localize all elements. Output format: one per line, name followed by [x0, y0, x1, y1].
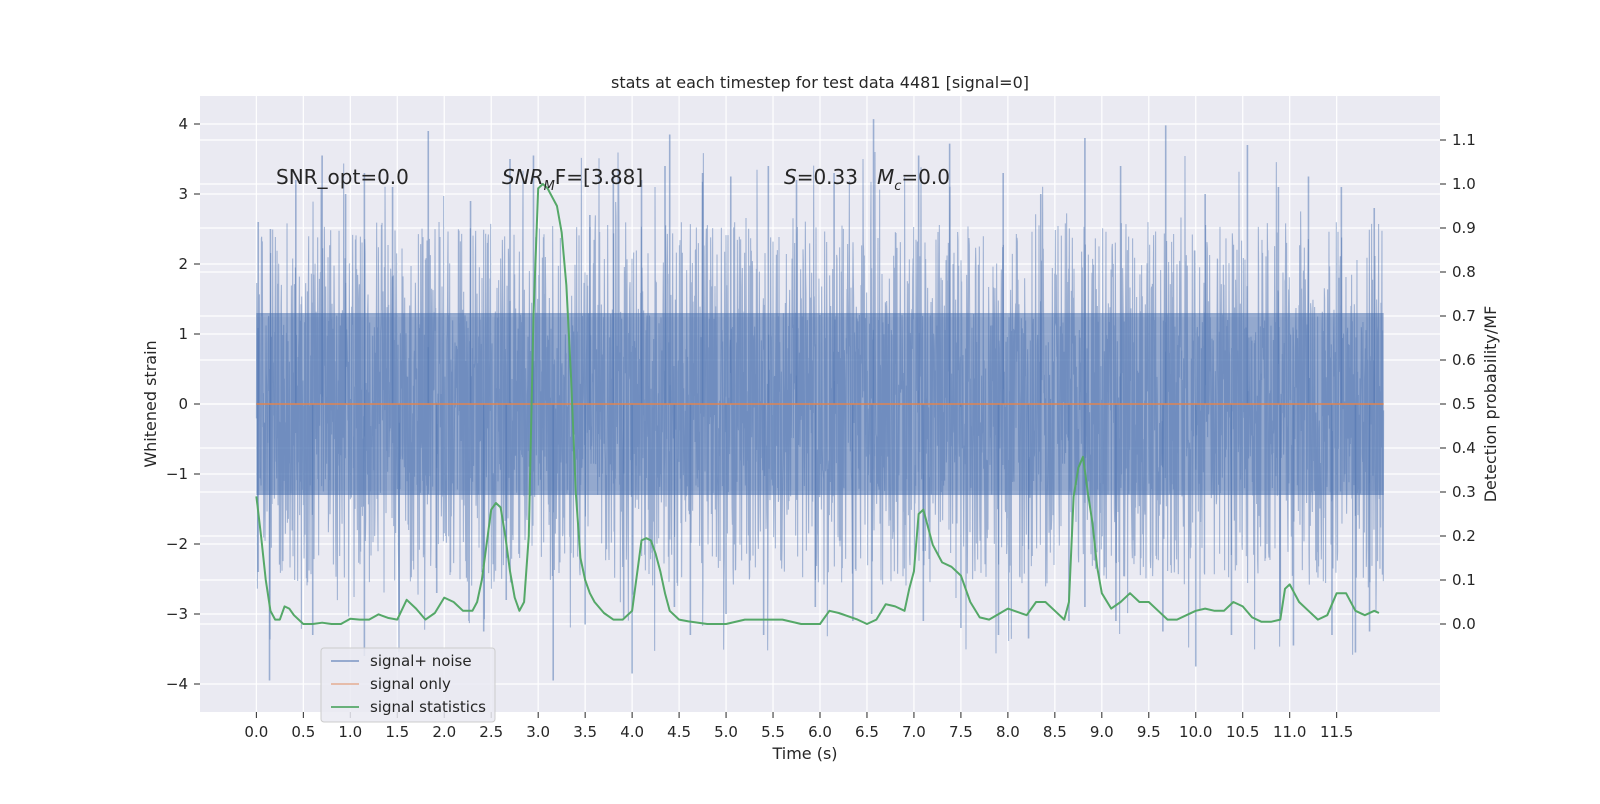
series-signal-statistics-group — [255, 183, 1380, 625]
x-tick-label: 6.5 — [855, 723, 879, 741]
y-tick-label: −1 — [166, 465, 188, 483]
annotation-mc-main: M — [877, 165, 894, 189]
x-tick-label: 8.5 — [1043, 723, 1067, 741]
annotation-snr-mf-sub: M — [544, 179, 555, 194]
y-right-tick-label: 0.2 — [1452, 527, 1476, 545]
x-tick-label: 0.5 — [291, 723, 315, 741]
x-tick-label: 1.5 — [385, 723, 409, 741]
annotation-mc-rest: =0.0 — [901, 165, 950, 189]
y-right-tick-label: 0.7 — [1452, 307, 1476, 325]
plot-area — [255, 119, 1385, 681]
annotation-snr-mf-main: SNR — [502, 165, 544, 189]
annotation-s: S=0.33 — [784, 165, 858, 189]
y-tick-label: −3 — [166, 605, 188, 623]
series-signal-statistics — [255, 183, 1380, 625]
x-tick-label: 2.0 — [432, 723, 456, 741]
y-tick-label: 0 — [178, 395, 188, 413]
x-tick-label: 11.0 — [1273, 723, 1306, 741]
annotation-mc-sub: c — [894, 179, 901, 194]
y-right-axis-label: Detection probability/MF — [1481, 306, 1500, 503]
chart-title: stats at each timestep for test data 448… — [611, 73, 1029, 92]
legend-box — [320, 647, 496, 723]
x-tick-label: 5.0 — [714, 723, 738, 741]
x-tick-label: 9.5 — [1137, 723, 1161, 741]
x-tick-label: 5.5 — [761, 723, 785, 741]
x-tick-label: 4.5 — [667, 723, 691, 741]
x-tick-label: 7.0 — [902, 723, 926, 741]
y-tick-label: 4 — [178, 115, 188, 133]
x-axis-ticks: 0.0 0.5 1.0 1.5 2.0 2.5 3.0 3.5 4.0 4.5 5.0 5.5 6.0 6… — [244, 712, 1353, 741]
x-tick-label: 11.5 — [1320, 723, 1353, 741]
x-tick-label: 2.5 — [479, 723, 503, 741]
legend-label-signal-noise: signal+ noise — [370, 652, 472, 670]
annotation-snr-opt: SNR_opt=0.0 — [276, 165, 409, 189]
y-right-tick-label: 0.5 — [1452, 395, 1476, 413]
y-right-tick-label: 0.3 — [1452, 483, 1476, 501]
annotation-mc: Mc=0.0 — [877, 165, 950, 194]
y-right-axis-ticks: 0.0 0.1 0.2 0.3 0.4 0.5 0.6 0.7 0.8 0.9 1.0 1.1 — [1440, 131, 1476, 633]
annotation-snr-mf: SNRMF=[3.88] — [502, 165, 643, 194]
legend-label-signal-only: signal only — [370, 675, 451, 693]
y-right-tick-label: 0.0 — [1452, 615, 1476, 633]
y-right-tick-label: 0.4 — [1452, 439, 1476, 457]
x-tick-label: 8.0 — [996, 723, 1020, 741]
annotation-snr-mf-rest: F=[3.88] — [555, 165, 643, 189]
annotation-s-rest: =0.33 — [797, 165, 858, 189]
x-axis-label: Time (s) — [771, 744, 837, 763]
y-tick-label: 1 — [178, 325, 188, 343]
y-right-tick-label: 0.9 — [1452, 219, 1476, 237]
annotation-s-main: S — [784, 165, 797, 189]
x-tick-label: 10.5 — [1226, 723, 1259, 741]
x-tick-label: 9.0 — [1090, 723, 1114, 741]
y-tick-label: 2 — [178, 255, 188, 273]
x-tick-label: 6.0 — [808, 723, 832, 741]
legend: signal+ noise signal only signal statist… — [320, 647, 496, 723]
x-tick-label: 7.5 — [949, 723, 973, 741]
y-axis-label: Whitened strain — [141, 340, 160, 467]
y-right-tick-label: 1.1 — [1452, 131, 1476, 149]
y-right-tick-label: 0.6 — [1452, 351, 1476, 369]
y-right-tick-label: 0.1 — [1452, 571, 1476, 589]
y-tick-label: −4 — [166, 675, 188, 693]
x-tick-label: 4.0 — [620, 723, 644, 741]
y-right-tick-label: 1.0 — [1452, 175, 1476, 193]
x-tick-label: 10.0 — [1179, 723, 1212, 741]
y-axis-ticks: −4 −3 −2 −1 0 1 2 3 4 — [166, 115, 200, 693]
x-tick-label: 3.0 — [526, 723, 550, 741]
x-tick-label: 0.0 — [244, 723, 268, 741]
y-right-tick-label: 0.8 — [1452, 263, 1476, 281]
x-tick-label: 1.0 — [338, 723, 362, 741]
y-tick-label: 3 — [178, 185, 188, 203]
legend-label-signal-statistics: signal statistics — [370, 698, 486, 716]
x-tick-label: 3.5 — [573, 723, 597, 741]
y-tick-label: −2 — [166, 535, 188, 553]
